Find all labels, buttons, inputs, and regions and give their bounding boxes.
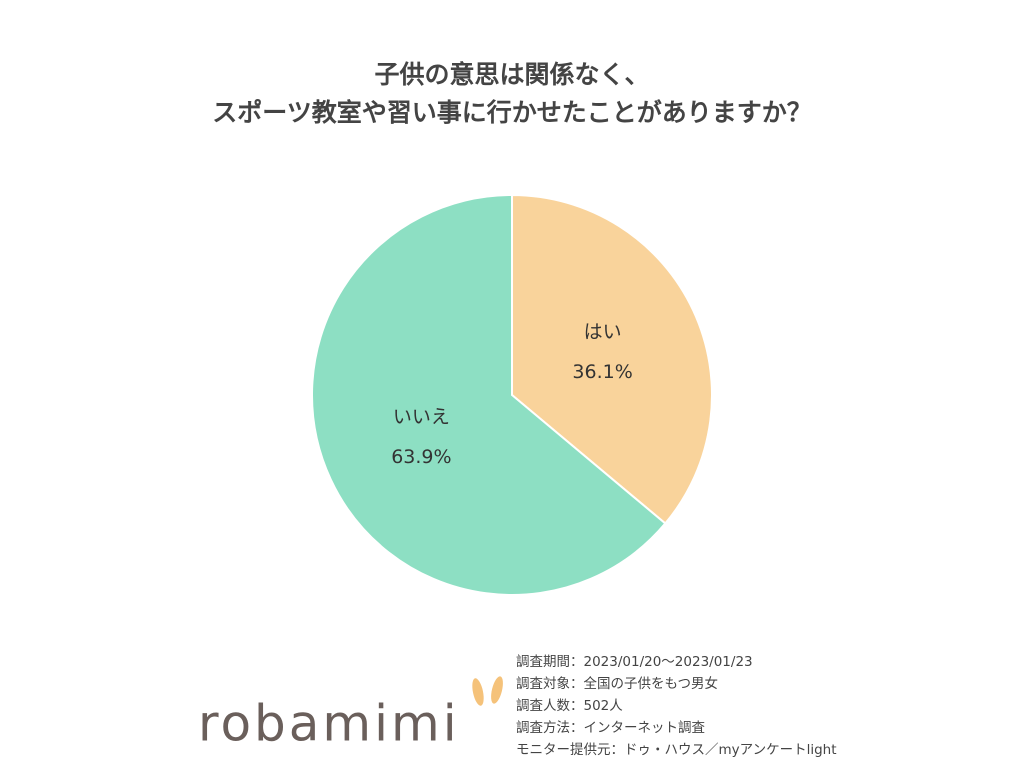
logo-ear xyxy=(472,678,484,706)
logo: robamimi xyxy=(198,695,460,753)
note: 調査人数：502人 xyxy=(516,698,623,714)
value-label: 36.1% xyxy=(572,361,632,383)
slice-label: はい xyxy=(584,321,622,343)
slice-label: いいえ xyxy=(393,406,450,428)
pie-slice xyxy=(511,193,714,525)
pie-slice xyxy=(311,193,667,596)
pie: はい 36.1% いいえ 63.9% xyxy=(311,193,714,596)
note: 調査方法：インターネット調査 xyxy=(516,720,705,736)
note: 調査対象：全国の子供をもつ男女 xyxy=(516,675,718,692)
logo-ears xyxy=(472,676,503,706)
chart-title: 子供の意思は関係なく、 xyxy=(374,60,649,89)
value-label: 63.9% xyxy=(391,446,451,468)
note: 調査期間：2023/01/20～2023/01/23 xyxy=(516,654,753,670)
logo-ear xyxy=(491,676,503,704)
chart-title: スポーツ教室や習い事に行かせたことがありますか？ xyxy=(212,98,812,127)
notes: 調査期間：2023/01/20～2023/01/23 調査対象：全国の子供をもつ男… xyxy=(516,654,837,758)
note: モニター提供元：ドゥ・ハウス／myアンケートlight xyxy=(516,742,837,758)
